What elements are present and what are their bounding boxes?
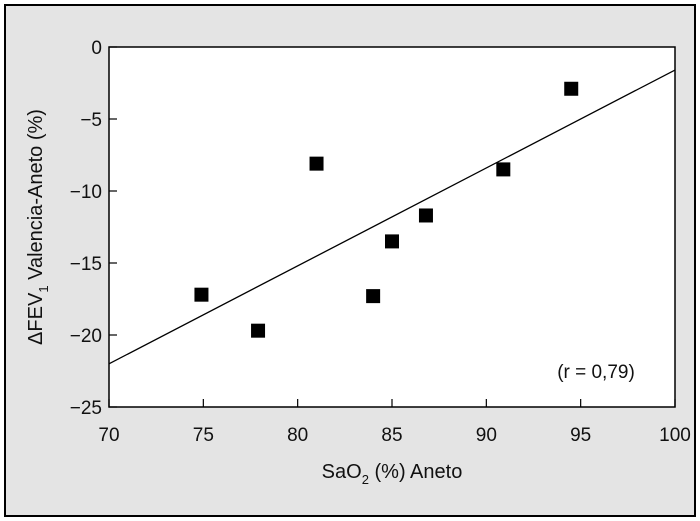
data-point bbox=[564, 81, 579, 96]
x-tick-label: 70 bbox=[98, 425, 119, 446]
data-point bbox=[309, 156, 324, 171]
data-point bbox=[194, 287, 209, 302]
data-point bbox=[251, 323, 266, 338]
x-axis-label: SaO2 (%) Aneto bbox=[322, 461, 463, 487]
x-tick-label: 85 bbox=[381, 425, 402, 446]
y-axis-label-sub: 1 bbox=[36, 285, 51, 292]
x-tick-label: 80 bbox=[287, 425, 308, 446]
y-axis-ticks: 0 −5 −10 −15 −20 −25 bbox=[70, 38, 117, 419]
x-tick-label: 75 bbox=[193, 425, 214, 446]
regression-line bbox=[108, 69, 676, 365]
x-axis-ticks: 70 75 80 85 90 95 100 bbox=[98, 399, 691, 446]
x-tick-label: 90 bbox=[476, 425, 497, 446]
y-tick-label: −15 bbox=[70, 254, 102, 275]
y-tick-label: −5 bbox=[80, 110, 102, 131]
y-tick-label: −10 bbox=[70, 182, 102, 203]
y-tick-label: −25 bbox=[70, 398, 102, 419]
data-point bbox=[366, 289, 381, 304]
y-axis-label-prefix: ΔFEV bbox=[25, 292, 47, 345]
data-point bbox=[385, 234, 399, 249]
data-point bbox=[418, 208, 433, 223]
y-tick-label: 0 bbox=[91, 38, 102, 59]
x-axis-label-sub: 2 bbox=[362, 472, 369, 487]
correlation-annotation: (r = 0,79) bbox=[557, 362, 635, 383]
x-tick-label: 100 bbox=[659, 425, 691, 446]
y-axis-label-rest: Valencia-Aneto (%) bbox=[25, 109, 47, 285]
plot-area bbox=[108, 46, 676, 408]
x-axis-label-rest: (%) Aneto bbox=[369, 461, 462, 483]
x-axis-label-main: SaO bbox=[322, 461, 362, 483]
data-point bbox=[496, 162, 511, 177]
x-tick-label: 95 bbox=[570, 425, 591, 446]
y-tick-label: −20 bbox=[70, 326, 102, 347]
data-series bbox=[108, 69, 676, 365]
y-axis-label: ΔFEV1 Valencia-Aneto (%) bbox=[25, 109, 51, 345]
